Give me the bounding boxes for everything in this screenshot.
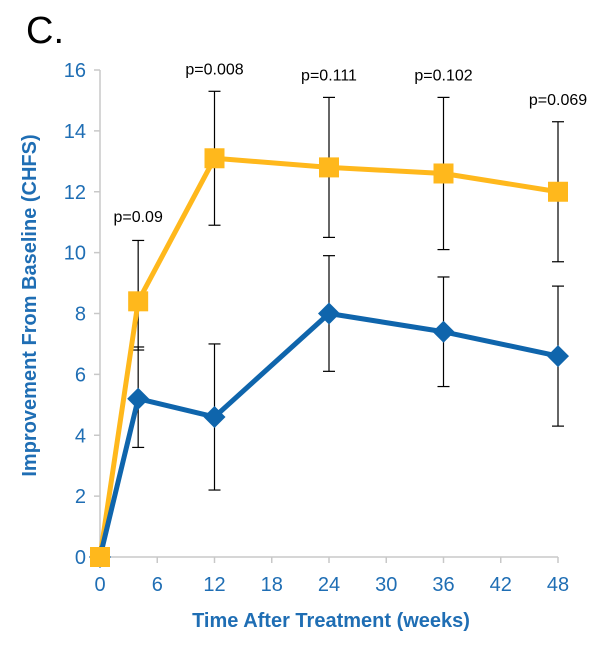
y-tick-label: 10	[64, 243, 86, 265]
x-tick-label: 0	[94, 574, 105, 596]
x-tick-label: 24	[318, 574, 340, 596]
x-tick-label: 36	[432, 574, 454, 596]
y-tick-label: 6	[75, 364, 86, 386]
x-tick-label: 18	[261, 574, 283, 596]
series-1-line	[97, 155, 559, 558]
markers	[89, 148, 569, 568]
square-marker	[128, 291, 149, 312]
y-tick-label: 0	[75, 547, 86, 569]
diamond-marker	[127, 387, 150, 410]
square-marker	[204, 148, 225, 169]
square-marker	[90, 547, 110, 567]
p-value-label: p=0.09	[113, 209, 162, 226]
y-tick-label: 2	[75, 486, 86, 508]
square-marker	[433, 163, 454, 184]
diamond-marker	[203, 405, 226, 428]
y-tick-label: 14	[64, 121, 86, 143]
series-2-line	[97, 311, 559, 558]
series-lines	[97, 155, 559, 558]
y-axis-title: Improvement From Baseline (CHFS)	[19, 134, 41, 476]
x-tick-label: 48	[547, 574, 569, 596]
p-value-label: p=0.008	[185, 62, 243, 79]
y-tick-label: 8	[75, 304, 86, 326]
x-axis-title: Time After Treatment (weeks)	[192, 610, 470, 632]
square-marker	[548, 181, 568, 202]
p-value-label: p=0.102	[414, 68, 472, 85]
y-tick-label: 4	[75, 425, 86, 447]
diamond-marker	[432, 320, 455, 343]
diamond-marker	[318, 302, 340, 325]
square-marker	[319, 157, 339, 178]
error-bars	[132, 90, 564, 491]
y-tick-label: 16	[64, 60, 86, 82]
panel-label: C.	[26, 10, 64, 52]
p-value-label: p=0.069	[529, 92, 587, 109]
x-tick-label: 6	[152, 574, 163, 596]
x-tick-label: 12	[203, 574, 225, 596]
y-tick-label: 12	[64, 182, 86, 204]
x-tick-label: 30	[375, 574, 397, 596]
p-value-annotations: p=0.09 p=0.008 p=0.111 p=0.102 p=0.069	[113, 62, 587, 227]
x-tick-label: 42	[490, 574, 512, 596]
p-value-label: p=0.111	[301, 68, 357, 85]
diamond-marker	[547, 345, 569, 368]
